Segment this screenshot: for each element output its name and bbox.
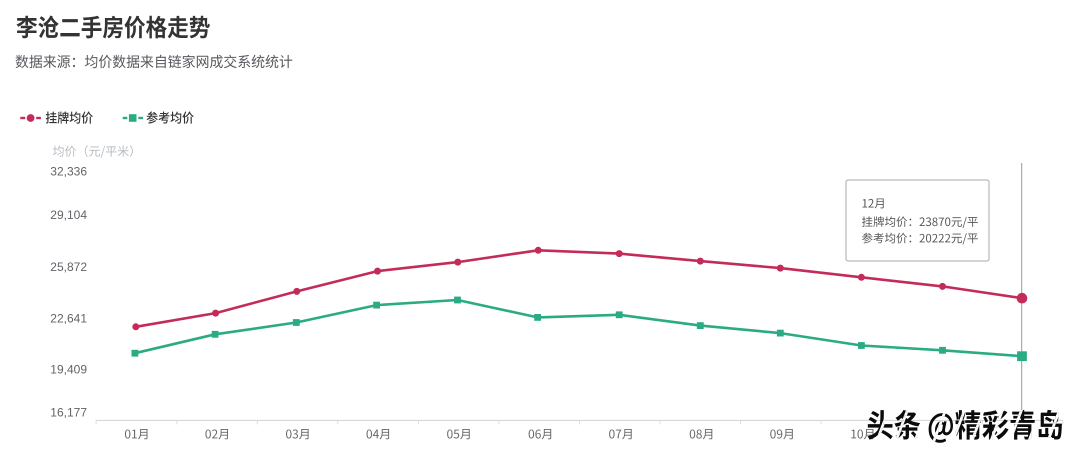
svg-text:29,104: 29,104: [50, 208, 87, 222]
svg-text:19,409: 19,409: [50, 362, 87, 376]
svg-text:22,641: 22,641: [50, 312, 87, 326]
svg-text:25,872: 25,872: [50, 260, 87, 274]
svg-text:16,177: 16,177: [50, 405, 87, 419]
svg-text:32,336: 32,336: [50, 165, 87, 179]
